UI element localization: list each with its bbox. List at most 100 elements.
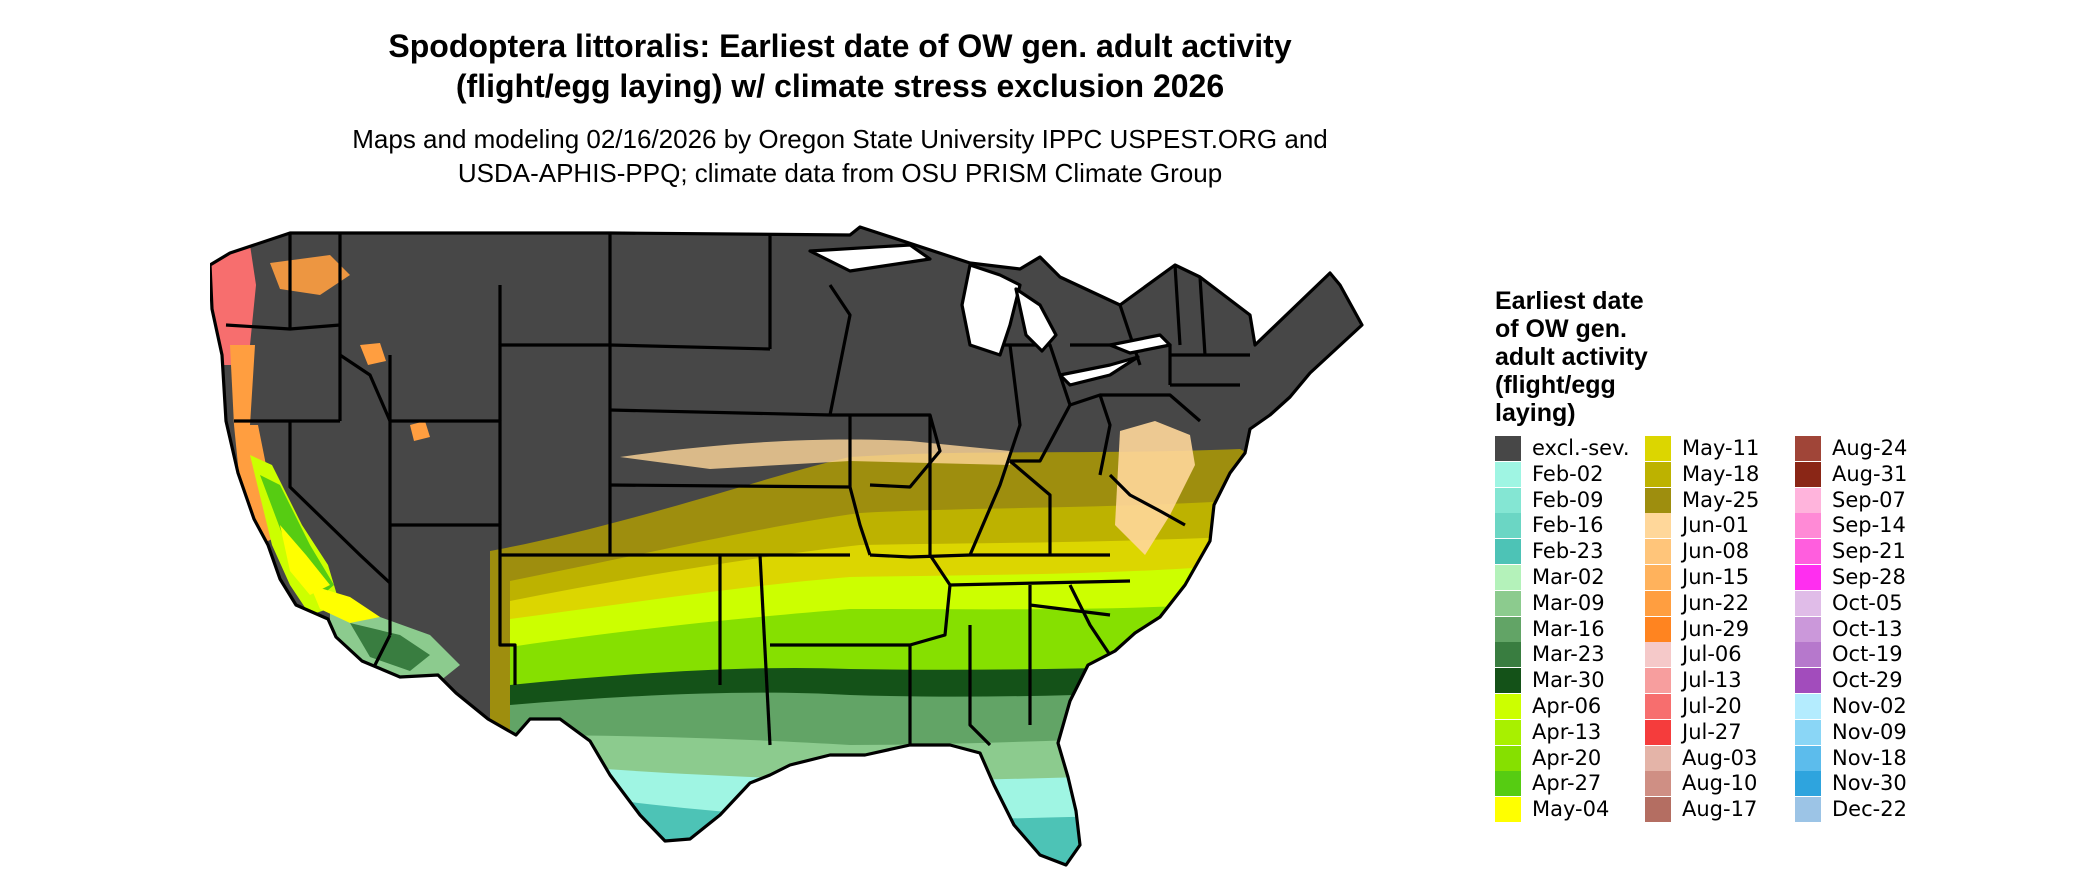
legend-swatch <box>1495 487 1521 513</box>
legend-label: Sep-07 <box>1832 487 1906 512</box>
legend-item: Oct-29 <box>1795 668 1945 694</box>
legend-label: Oct-19 <box>1832 642 1903 667</box>
legend-label: Jun-22 <box>1682 590 1750 615</box>
legend-swatch <box>1495 642 1521 668</box>
legend-item: Jun-08 <box>1645 539 1795 565</box>
legend-label: Nov-18 <box>1832 745 1907 770</box>
legend-swatch <box>1495 565 1521 590</box>
legend-label: Mar-23 <box>1532 642 1605 667</box>
legend-item: Mar-16 <box>1495 616 1645 643</box>
legend-title-line: (flight/egg <box>1495 371 1616 399</box>
legend-swatch <box>1795 797 1821 823</box>
legend-item: Oct-13 <box>1795 616 1945 643</box>
legend-item: Jun-01 <box>1645 513 1795 539</box>
legend-item: May-18 <box>1645 461 1795 488</box>
legend-label: Aug-17 <box>1682 797 1758 822</box>
legend-label: May-11 <box>1682 436 1760 460</box>
legend-item: Jun-29 <box>1645 616 1795 643</box>
legend-label: Sep-21 <box>1832 539 1906 564</box>
legend-item: Aug-24 <box>1795 436 1945 462</box>
legend-swatch <box>1495 771 1521 797</box>
legend-swatch <box>1795 513 1821 539</box>
legend-label: Sep-28 <box>1832 565 1906 589</box>
legend-item: Jul-13 <box>1645 668 1795 694</box>
legend-label: Apr-27 <box>1532 771 1602 796</box>
legend-label: Nov-02 <box>1832 694 1907 718</box>
legend-item: Apr-20 <box>1495 745 1645 772</box>
legend-swatch <box>1795 642 1821 668</box>
legend-label: Jul-06 <box>1682 642 1742 667</box>
legend-item: Feb-16 <box>1495 513 1645 539</box>
legend-label: Jun-29 <box>1682 616 1750 641</box>
legend-label: Aug-31 <box>1832 461 1908 486</box>
legend-swatch <box>1645 745 1671 771</box>
legend-label: Jul-13 <box>1682 668 1742 693</box>
legend-item: Aug-31 <box>1795 461 1945 488</box>
legend-item: Aug-03 <box>1645 745 1795 772</box>
legend-item: Mar-30 <box>1495 668 1645 694</box>
legend-label: Mar-16 <box>1532 616 1605 641</box>
legend-title-line: Earliest date <box>1495 287 1644 315</box>
legend-swatch <box>1795 539 1821 565</box>
legend-item: Mar-02 <box>1495 565 1645 591</box>
legend-swatch <box>1645 461 1671 487</box>
us-map <box>210 225 1364 867</box>
legend-item: Feb-02 <box>1495 461 1645 488</box>
legend-item: Oct-05 <box>1795 590 1945 617</box>
legend-item: Nov-02 <box>1795 694 1945 720</box>
legend-label: May-25 <box>1682 487 1760 512</box>
legend-swatch <box>1795 590 1821 616</box>
legend-swatch <box>1645 590 1671 616</box>
legend-label: Mar-02 <box>1532 565 1605 589</box>
legend-label: May-04 <box>1532 797 1610 822</box>
legend-item: Nov-09 <box>1795 719 1945 746</box>
legend-swatch <box>1795 719 1821 745</box>
legend-swatch <box>1495 668 1521 694</box>
legend-item: Apr-06 <box>1495 694 1645 720</box>
legend-item: Sep-28 <box>1795 565 1945 591</box>
legend-label: Mar-09 <box>1532 590 1605 615</box>
legend-label: Apr-13 <box>1532 719 1602 744</box>
legend-label: Nov-30 <box>1832 771 1907 796</box>
legend-swatch <box>1495 539 1521 565</box>
legend-swatch <box>1795 668 1821 694</box>
legend-swatch <box>1645 539 1671 565</box>
legend-item: Nov-30 <box>1795 771 1945 797</box>
legend-swatch <box>1645 513 1671 539</box>
map-title-line-2: (flight/egg laying) w/ climate stress ex… <box>455 68 1225 104</box>
legend-title-line: of OW gen. <box>1495 315 1627 343</box>
legend-label: Jul-20 <box>1682 694 1742 718</box>
legend-label: Oct-13 <box>1832 616 1903 641</box>
legend-label: Mar-30 <box>1532 668 1605 693</box>
legend-item: Jul-27 <box>1645 719 1795 746</box>
legend-swatch <box>1645 616 1671 642</box>
legend-item: Feb-09 <box>1495 487 1645 514</box>
legend-swatch <box>1645 436 1671 461</box>
legend-label: May-18 <box>1682 461 1760 486</box>
legend-swatch <box>1645 668 1671 694</box>
legend-item: May-04 <box>1495 797 1645 823</box>
legend-label: Jun-01 <box>1682 513 1750 538</box>
legend-swatch <box>1495 719 1521 745</box>
legend-swatch <box>1795 487 1821 513</box>
legend-label: Feb-16 <box>1532 513 1604 538</box>
legend-label: Oct-29 <box>1832 668 1903 693</box>
legend-label: Aug-03 <box>1682 745 1758 770</box>
legend-swatch <box>1795 745 1821 771</box>
legend-swatch <box>1495 590 1521 616</box>
legend-swatch <box>1495 513 1521 539</box>
legend-label: Jun-08 <box>1682 539 1750 564</box>
legend-label: Nov-09 <box>1832 719 1907 744</box>
legend-swatch <box>1495 436 1521 461</box>
legend-label: Jul-27 <box>1682 719 1742 744</box>
legend-title: Earliest date of OW gen. adult activity … <box>1495 287 1685 427</box>
legend-swatch <box>1645 797 1671 823</box>
legend-item: Sep-21 <box>1795 539 1945 565</box>
legend-label: Apr-06 <box>1532 694 1602 718</box>
legend-label: excl.-sev. <box>1532 436 1630 460</box>
legend-label: Feb-23 <box>1532 539 1604 564</box>
legend-label: Jun-15 <box>1682 565 1750 589</box>
legend-item: excl.-sev. <box>1495 436 1645 462</box>
legend-swatch <box>1645 694 1671 719</box>
legend-swatch <box>1495 461 1521 487</box>
